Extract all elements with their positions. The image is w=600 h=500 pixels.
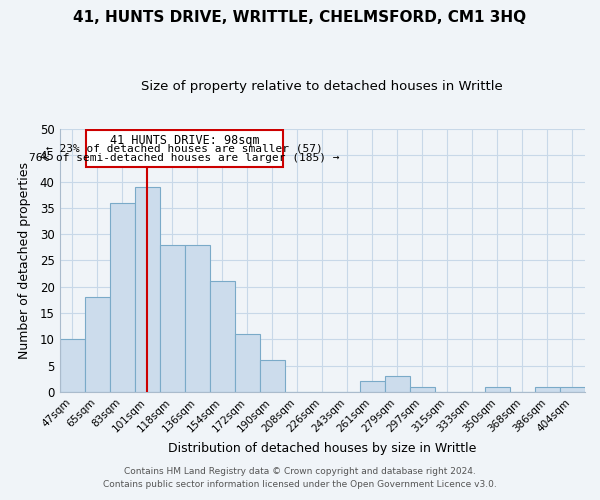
- Bar: [235, 334, 260, 392]
- Bar: [134, 187, 160, 392]
- Bar: [485, 386, 510, 392]
- Bar: [185, 244, 209, 392]
- Y-axis label: Number of detached properties: Number of detached properties: [19, 162, 31, 359]
- Bar: [560, 386, 585, 392]
- Title: Size of property relative to detached houses in Writtle: Size of property relative to detached ho…: [142, 80, 503, 93]
- Bar: [410, 386, 435, 392]
- Bar: [209, 282, 235, 392]
- Bar: [535, 386, 560, 392]
- Text: ← 23% of detached houses are smaller (57): ← 23% of detached houses are smaller (57…: [46, 144, 323, 154]
- Text: 41 HUNTS DRIVE: 98sqm: 41 HUNTS DRIVE: 98sqm: [110, 134, 259, 147]
- FancyBboxPatch shape: [86, 130, 283, 167]
- Text: Contains HM Land Registry data © Crown copyright and database right 2024.
Contai: Contains HM Land Registry data © Crown c…: [103, 468, 497, 489]
- Text: 76% of semi-detached houses are larger (185) →: 76% of semi-detached houses are larger (…: [29, 152, 340, 162]
- Bar: [260, 360, 285, 392]
- Bar: [160, 244, 185, 392]
- Bar: [59, 340, 85, 392]
- Bar: [85, 297, 110, 392]
- Bar: [385, 376, 410, 392]
- X-axis label: Distribution of detached houses by size in Writtle: Distribution of detached houses by size …: [168, 442, 476, 455]
- Bar: [360, 382, 385, 392]
- Text: 41, HUNTS DRIVE, WRITTLE, CHELMSFORD, CM1 3HQ: 41, HUNTS DRIVE, WRITTLE, CHELMSFORD, CM…: [73, 10, 527, 25]
- Bar: [110, 202, 134, 392]
